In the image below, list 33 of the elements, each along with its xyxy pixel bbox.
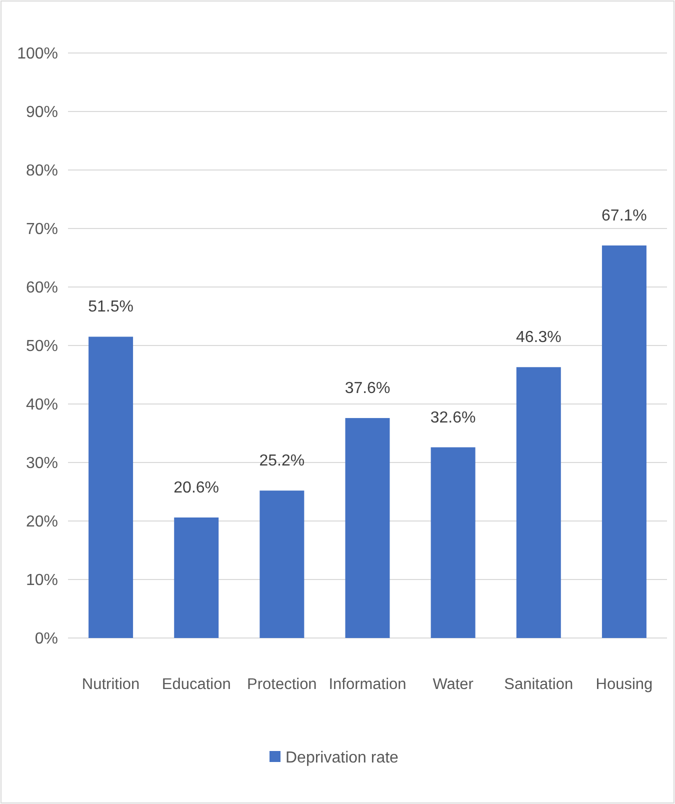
x-tick-label: Sanitation	[504, 676, 574, 693]
data-label: 51.5%	[88, 298, 134, 316]
bar	[260, 490, 304, 638]
legend-label: Deprivation rate	[286, 750, 399, 767]
x-tick-label: Housing	[596, 676, 653, 693]
y-tick-label: 0%	[34, 630, 58, 648]
data-label: 32.6%	[430, 409, 476, 426]
data-label: 46.3%	[516, 329, 562, 346]
y-tick-label: 80%	[26, 162, 58, 180]
bar	[174, 517, 219, 638]
data-label: 20.6%	[174, 479, 220, 496]
bar	[88, 336, 134, 638]
bar	[516, 367, 561, 638]
y-tick-label: 40%	[26, 396, 58, 414]
x-tick-label: Information	[328, 676, 406, 693]
y-tick-label: 70%	[26, 221, 58, 238]
data-label: 25.2%	[259, 452, 305, 470]
y-tick-label: 90%	[26, 104, 58, 122]
y-tick-label: 50%	[26, 338, 58, 356]
x-tick-label: Nutrition	[82, 676, 140, 693]
bar	[602, 245, 646, 638]
bar	[345, 418, 390, 638]
y-tick-label: 10%	[26, 572, 58, 590]
y-tick-label: 60%	[26, 280, 58, 297]
y-tick-label: 20%	[26, 514, 58, 531]
bar	[430, 447, 476, 638]
x-tick-label: Water	[432, 676, 474, 693]
x-tick-label: Education	[162, 676, 231, 693]
y-tick-label: 30%	[26, 455, 58, 472]
data-label: 67.1%	[602, 207, 647, 224]
x-tick-label: Protection	[247, 676, 317, 693]
data-label: 37.6%	[344, 380, 390, 398]
y-tick-label: 100%	[17, 46, 58, 63]
